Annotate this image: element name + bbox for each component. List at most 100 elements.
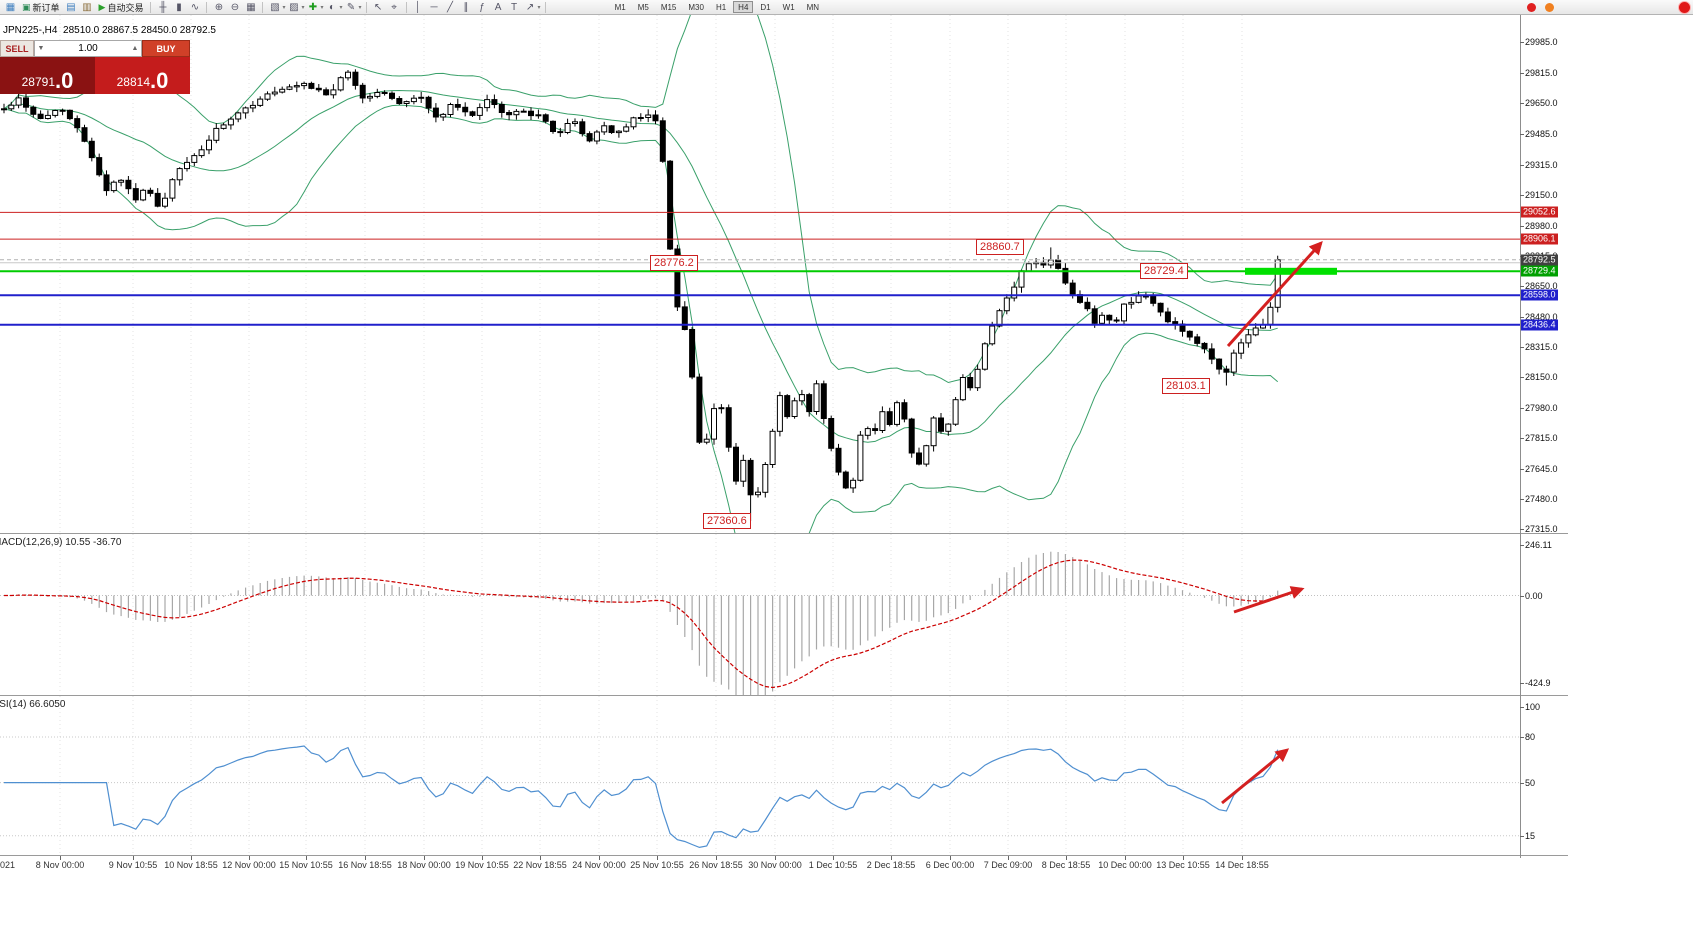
- time-label: 18 Nov 00:00: [397, 860, 451, 870]
- timeframe-mn-button[interactable]: MN: [806, 3, 820, 12]
- channel-icon[interactable]: ∥: [463, 1, 469, 13]
- macd-tick: 0.00: [1525, 590, 1543, 601]
- volume-input[interactable]: ▼ 1.00 ▲: [34, 40, 142, 57]
- buy-price[interactable]: 28814.0: [95, 57, 190, 94]
- time-tickmark: [133, 856, 134, 860]
- time-label: 7 Dec 09:00: [983, 860, 1033, 870]
- alert-red-icon[interactable]: [1527, 3, 1536, 12]
- profiles-caret[interactable]: ▾: [301, 4, 305, 11]
- arrows-caret[interactable]: ▾: [537, 4, 541, 11]
- new-chart-icon[interactable]: ▧: [270, 1, 280, 13]
- price-tickmark: [1520, 42, 1524, 44]
- price-tickmark: [1520, 73, 1524, 75]
- toolbar-separator: [262, 1, 264, 13]
- price-tick: 28150.0: [1525, 371, 1558, 382]
- timeframe-m15-button[interactable]: M15: [660, 3, 677, 12]
- time-tickmark: [891, 856, 892, 860]
- volume-value[interactable]: 1.00: [78, 43, 98, 54]
- notification-badge[interactable]: [1678, 1, 1691, 14]
- indicators-caret[interactable]: ▾: [320, 4, 324, 11]
- timeframe-m30-button[interactable]: M30: [688, 3, 704, 12]
- price-tickmark: [1520, 285, 1524, 287]
- time-label: 8 Nov 00:00: [35, 860, 85, 870]
- rsi-tickmark: [1520, 835, 1524, 837]
- bars-mode-icon[interactable]: ╫: [159, 1, 167, 13]
- buy-button[interactable]: BUY: [142, 40, 190, 57]
- cursor-icon[interactable]: ↖: [373, 1, 383, 13]
- profiles-icon[interactable]: ▨: [289, 1, 299, 13]
- arrows-icon[interactable]: ↗: [525, 1, 535, 13]
- text-icon[interactable]: A: [494, 1, 502, 13]
- zoom-in-icon[interactable]: ⊕: [214, 1, 224, 13]
- chart-window-icon[interactable]: ▦: [5, 1, 16, 13]
- crosshair-icon[interactable]: ⌖: [391, 1, 397, 13]
- templates-caret[interactable]: ▾: [358, 4, 362, 11]
- timeframe-h4-button[interactable]: H4: [733, 1, 754, 13]
- zoom-out-icon[interactable]: ⊖: [230, 1, 240, 13]
- macd-tick: 246.11: [1525, 540, 1552, 551]
- trend-arrow-macd[interactable]: [1233, 586, 1305, 614]
- timeframe-m5-button[interactable]: M5: [637, 3, 649, 12]
- panel-separator-macd[interactable]: [0, 533, 1568, 534]
- timeframe-d1-button[interactable]: D1: [760, 3, 771, 12]
- price-tickmark: [1520, 499, 1524, 501]
- data-window-icon[interactable]: ▥: [82, 1, 92, 13]
- rsi-tickmark: [1520, 706, 1524, 708]
- trend-arrow-rsi[interactable]: [1221, 748, 1290, 805]
- macd-indicator-label: MACD(12,26,9) 10.55 -36.70: [0, 537, 122, 548]
- time-label: 5 Nov 2021: [0, 860, 16, 870]
- price-tick: 29485.0: [1525, 128, 1558, 139]
- toolbar-separator: [544, 1, 546, 13]
- price-callout: 28860.7: [976, 239, 1024, 256]
- price-tag: 28906.1: [1521, 233, 1558, 245]
- horizontal-levels[interactable]: [0, 211, 1520, 326]
- new-chart-caret[interactable]: ▾: [282, 4, 286, 11]
- indicators-icon[interactable]: ✚: [308, 1, 318, 13]
- periods-icon[interactable]: ◐: [328, 1, 336, 13]
- new-order-button[interactable]: ▣ 新订单: [19, 1, 63, 14]
- fibonacci-icon[interactable]: ƒ: [479, 1, 485, 13]
- rsi-tickmark: [1520, 737, 1524, 739]
- time-tickmark: [775, 856, 776, 860]
- price-tickmark: [1520, 103, 1524, 105]
- sell-price[interactable]: 28791.0: [0, 57, 95, 94]
- trendline-icon[interactable]: ╱: [447, 1, 454, 13]
- trend-arrow-main[interactable]: [1226, 240, 1323, 348]
- tile-windows-icon[interactable]: ▦: [246, 1, 256, 13]
- timeframe-w1-button[interactable]: W1: [782, 3, 795, 12]
- time-tickmark: [365, 856, 366, 860]
- one-click-controls: SELL ▼ 1.00 ▲ BUY: [0, 40, 190, 57]
- price-tickmark: [1520, 376, 1524, 378]
- chart-canvas[interactable]: [0, 0, 1568, 876]
- green-highlight-segment: [1245, 267, 1337, 275]
- periods-caret[interactable]: ▾: [339, 4, 343, 11]
- time-label: 6 Dec 00:00: [925, 860, 975, 870]
- auto-trading-button-label: 自动交易: [107, 2, 144, 13]
- price-tickmark: [1520, 316, 1524, 318]
- hline-icon[interactable]: ─: [430, 1, 438, 13]
- main-toolbar: ▦ ▣ 新订单 ▤ ▥ ▶ 自动交易 ╫ ▮ ∿ ⊕ ⊖ ▦ ▧ ▾ ▨ ▾ ✚ ▾ ◐ ▾ ✎ ▾ ↖ ⌖ │ ─ ╱ ∥ ƒ A T ↗ ▾ M…: [0, 0, 1693, 15]
- price-tag: 28792.5: [1521, 254, 1558, 266]
- sell-button[interactable]: SELL: [0, 40, 34, 57]
- auto-trading-icon: ▶: [98, 1, 106, 12]
- line-mode-icon[interactable]: ∿: [190, 1, 200, 13]
- price-tickmark: [1520, 346, 1524, 348]
- timeframe-m1-button[interactable]: M1: [614, 3, 626, 12]
- volume-increase-icon[interactable]: ▲: [131, 45, 139, 52]
- timeframe-h1-button[interactable]: H1: [715, 3, 727, 12]
- candles-mode-icon[interactable]: ▮: [176, 1, 182, 13]
- chart-list-icon[interactable]: ▤: [66, 1, 76, 13]
- auto-trading-button[interactable]: ▶ 自动交易: [96, 1, 147, 14]
- price-tick: 27815.0: [1525, 433, 1558, 444]
- rsi-line: [4, 745, 1279, 849]
- volume-decrease-icon[interactable]: ▼: [37, 45, 45, 52]
- price-axis-border: [1520, 15, 1521, 858]
- vline-icon[interactable]: │: [414, 1, 422, 13]
- alert-orange-icon[interactable]: [1545, 3, 1554, 12]
- templates-icon[interactable]: ✎: [346, 1, 356, 13]
- label-icon[interactable]: T: [510, 1, 518, 13]
- rsi-tick: 100: [1525, 701, 1541, 712]
- one-click-trading-panel: SELL ▼ 1.00 ▲ BUY 28791.0 28814.0: [0, 40, 190, 94]
- panel-separator-rsi[interactable]: [0, 695, 1568, 696]
- price-tag: 28436.4: [1521, 319, 1558, 331]
